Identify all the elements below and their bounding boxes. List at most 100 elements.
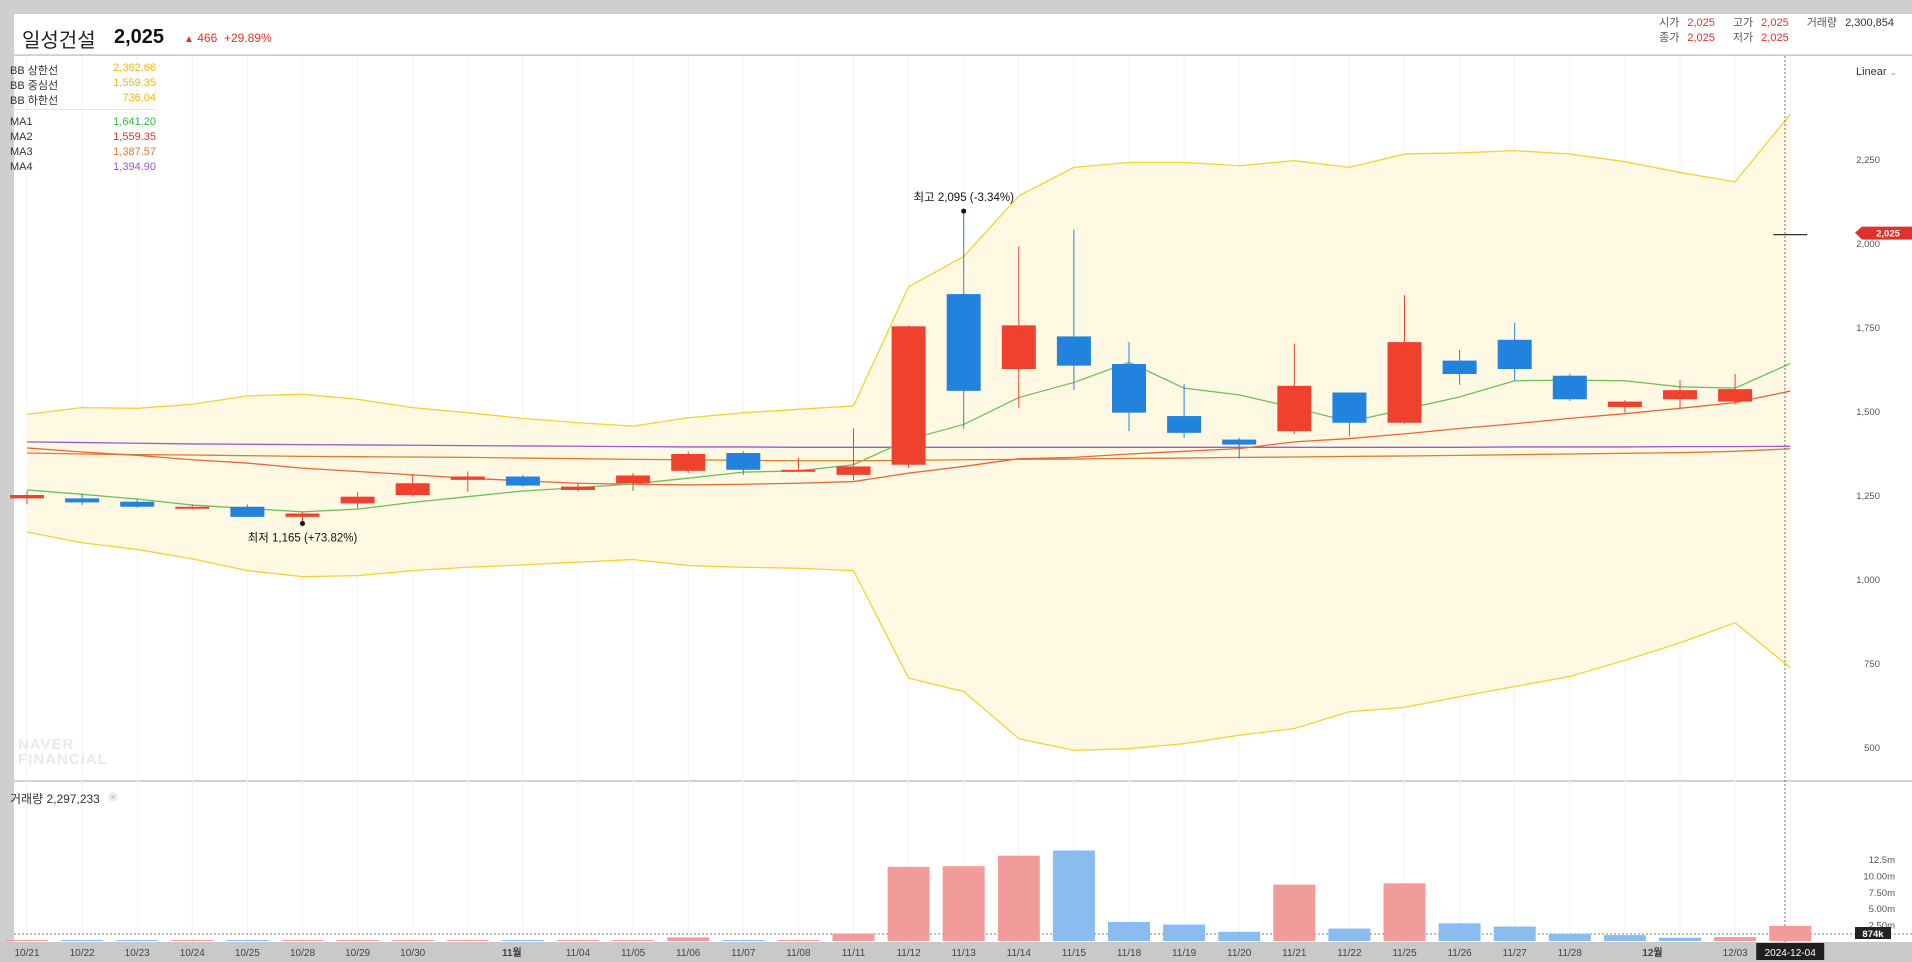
volume-bar[interactable] [612,940,655,941]
candle-body[interactable] [65,498,100,503]
x-tick-label: 10/28 [290,948,315,959]
volume-bar[interactable] [832,933,875,941]
candle-body[interactable] [1332,392,1367,423]
volume-bar[interactable] [336,940,379,941]
volume-bar[interactable] [942,866,985,941]
candle-body[interactable] [1112,363,1146,413]
volume-bar[interactable] [1108,921,1150,941]
volume-bar[interactable] [116,940,159,941]
volume-bar[interactable] [997,855,1040,941]
candle-body[interactable] [120,501,155,507]
candle-body[interactable] [1552,375,1587,400]
legend-value: 1,394.90 [113,161,156,173]
candle-body[interactable] [1167,416,1202,433]
volume-bar[interactable] [1383,883,1426,941]
x-tick-label: 11/11 [842,948,866,959]
watermark-line-1: NAVER [18,736,75,753]
candle-body[interactable] [505,476,540,486]
volume-bar[interactable] [1163,924,1206,941]
low-label: 저가 [1732,32,1754,44]
volume-bar[interactable] [667,937,710,941]
volume-bar[interactable] [1603,935,1646,941]
candle-body[interactable] [836,466,871,475]
volume-bar[interactable] [446,940,489,941]
chevron-down-icon: ⌄ [1889,67,1898,77]
bb-lower-line [26,531,1791,752]
candle-body[interactable] [1001,325,1036,369]
candle-body[interactable] [726,453,761,470]
candle-body[interactable] [230,506,265,517]
x-tick-label: 11/12 [896,948,921,959]
volume-bar[interactable] [1714,937,1757,941]
legend-label: MA2 [10,131,33,143]
volume-bar[interactable] [722,940,765,941]
candle-body[interactable] [340,496,375,504]
candle-body[interactable] [1497,339,1532,369]
legend-label: MA4 [10,161,33,173]
candle-body[interactable] [1607,401,1642,407]
x-tick-label: 11/05 [621,948,646,959]
candle-body[interactable] [671,454,706,471]
change-amount: 466 [197,31,218,45]
candle-body[interactable] [1056,336,1091,366]
volume-bar[interactable] [1218,931,1261,941]
candle-body[interactable] [450,476,485,480]
volume-bar[interactable] [226,940,269,941]
volume-bar[interactable] [1052,850,1095,941]
volume-bar[interactable] [391,940,434,941]
candle-body[interactable] [891,326,926,465]
volume-bar[interactable] [887,866,930,941]
legend-value: 1,559.35 [113,131,156,143]
x-tick-label: 11/04 [566,948,591,959]
volume-tick-label: 2.50m [1869,921,1895,932]
candle-body[interactable] [395,483,430,495]
candle-body[interactable] [175,506,210,509]
volume-tag-bg [1855,927,1891,939]
volume-tick-label: 12.5m [1869,855,1895,866]
volume-bar[interactable] [777,940,820,941]
scale-mode-select[interactable]: Linear ⌄ [1856,66,1897,78]
volume-bar[interactable] [501,940,544,941]
volume-bar[interactable] [281,940,324,941]
volume-bar[interactable] [61,940,104,941]
legend-label: BB 중심선 [10,80,59,92]
x-tick-label: 11/19 [1172,948,1197,959]
volume-bar[interactable] [6,940,48,941]
candle-body[interactable] [616,475,651,484]
candle-body[interactable] [1442,360,1477,375]
volume-bar[interactable] [171,940,214,941]
y-tick-label: 750 [1864,659,1880,670]
candle-body[interactable] [781,469,816,472]
volume-bar[interactable] [1438,923,1481,941]
candle-body[interactable] [1277,385,1312,432]
x-tick-label: 10/23 [125,948,150,959]
candle-body[interactable] [285,513,320,517]
candle-body[interactable] [1718,389,1753,402]
candle-body[interactable] [10,495,44,499]
x-tick-label: 11/08 [786,948,811,959]
legend-value: 1,559.35 [113,77,156,89]
volume-bar[interactable] [1273,884,1316,941]
x-tick-label: 11/14 [1007,948,1032,959]
volume-bar[interactable] [1493,926,1536,941]
candle-body[interactable] [946,294,981,391]
x-tick-label: 10/21 [14,948,39,959]
candle-body[interactable] [1222,439,1257,445]
candle-body[interactable] [1663,390,1697,400]
x-tick-label: 11/25 [1392,948,1417,959]
volume-bar[interactable] [1548,933,1591,941]
candle-body[interactable] [561,486,595,490]
high-value: 2,025 [1761,17,1789,29]
volume-bar[interactable] [1328,928,1371,941]
volume-panel-title: 거래량 2,297,233 [10,792,100,806]
volume-bar[interactable] [557,940,599,941]
x-tick-label: 10/25 [235,948,260,959]
x-tick-label: 11/07 [731,948,756,959]
close-icon[interactable]: × [108,792,118,802]
volume-bar[interactable] [1659,937,1701,941]
volume-bar[interactable] [1769,925,1812,941]
y-tick-label: 2,000 [1856,239,1880,250]
close-label: 종가 [1659,32,1680,44]
candle-body[interactable] [1387,342,1422,423]
